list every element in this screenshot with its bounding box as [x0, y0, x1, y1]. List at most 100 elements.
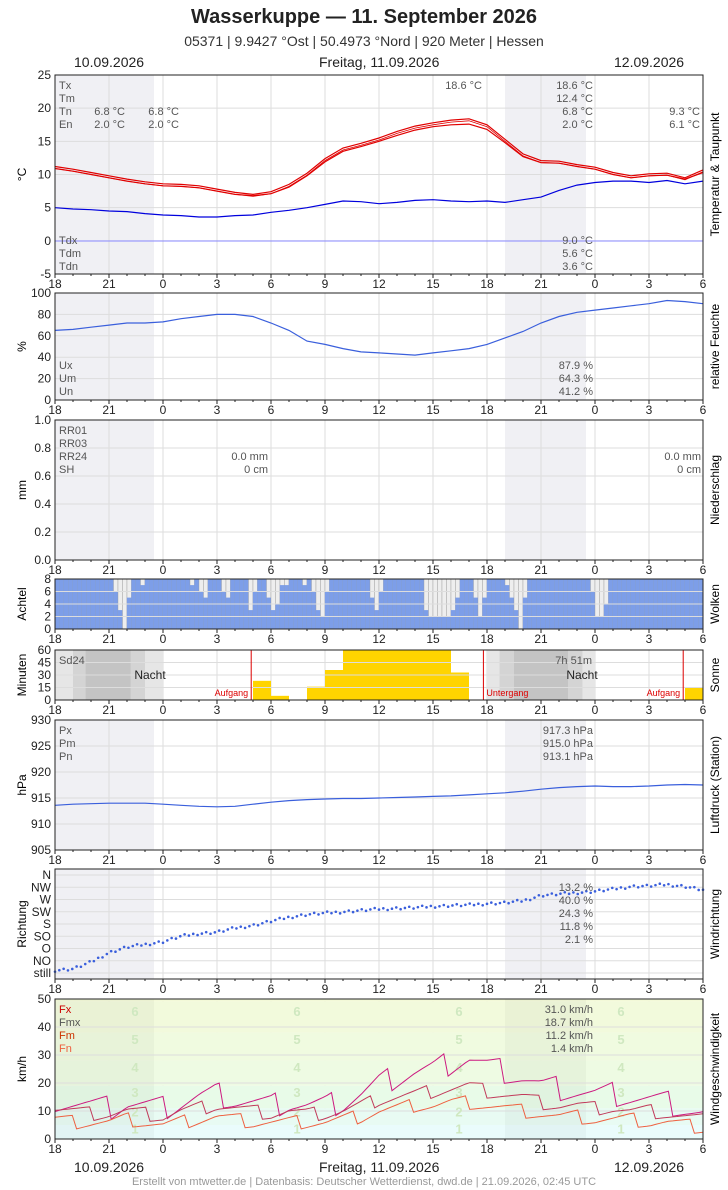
- sun-xtick-label: 3: [214, 703, 221, 717]
- winddir-point: [524, 898, 528, 901]
- sun-bar: [307, 686, 325, 700]
- clouds-bar: [477, 616, 483, 630]
- humidity-ytick-label: 0: [44, 393, 51, 407]
- clouds-bar: [374, 610, 380, 630]
- winddir-point: [667, 882, 670, 886]
- winddir-point: [191, 932, 195, 936]
- winddir-point: [502, 900, 506, 904]
- temp-annotation: 9.3 °C: [669, 106, 700, 118]
- wind-side-label: Windgeschwindigkeit: [708, 1012, 722, 1125]
- winddir-point: [166, 939, 169, 942]
- winddir-point: [623, 887, 627, 890]
- winddir-point: [585, 889, 588, 893]
- winddir-point: [420, 904, 424, 908]
- clouds-bar: [473, 597, 479, 630]
- clouds-bar: [311, 591, 317, 630]
- temp-annotation: 2.0 °C: [94, 119, 125, 131]
- station-info: 05371 | 9.9427 °Ost | 50.4973 °Nord | 92…: [184, 33, 544, 49]
- wind-beaufort-label: 6: [293, 1004, 300, 1019]
- clouds-bar: [594, 616, 600, 630]
- winddir-point: [105, 952, 109, 956]
- wind-beaufort-band: [55, 1060, 703, 1086]
- wind-value: 18.7 km/h: [545, 1017, 593, 1029]
- winddir-point: [671, 885, 675, 888]
- winddir-point: [261, 921, 264, 925]
- winddir-side-label: Windrichtung: [708, 889, 722, 959]
- wind-beaufort-label: 3: [455, 1085, 462, 1100]
- winddir-point: [528, 898, 532, 902]
- humidity-side-label: relative Feuchte: [708, 303, 722, 389]
- wind-ytick-label: 0: [44, 1132, 51, 1146]
- clouds-bar: [320, 616, 326, 630]
- winddir-xtick-label: 3: [214, 982, 221, 996]
- pressure-ytick-label: 925: [31, 739, 51, 753]
- precip-ytick-label: 0.4: [34, 497, 51, 511]
- footer-credits: Erstellt von mtwetter.de | Datenbasis: D…: [131, 1176, 597, 1188]
- temp-series-tn: [54, 120, 704, 197]
- winddir-point: [515, 898, 519, 902]
- winddir-point: [330, 911, 333, 915]
- clouds-bar: [423, 610, 429, 630]
- sun-ytick-label: 45: [38, 656, 52, 670]
- temp-ytick-label: 5: [44, 201, 51, 215]
- temp-series-td: [54, 179, 704, 218]
- winddir-point: [390, 907, 394, 911]
- winddir-point: [209, 932, 212, 936]
- clouds-bar: [270, 610, 276, 630]
- winddir-point: [122, 945, 126, 949]
- winddir-point: [334, 910, 338, 914]
- clouds-bar: [117, 610, 123, 630]
- date-center-top: Freitag, 11.09.2026: [319, 54, 440, 70]
- winddir-point: [213, 931, 217, 934]
- wind-beaufort-band: [55, 999, 703, 1002]
- clouds-bar: [513, 610, 519, 630]
- wind-ylabel: km/h: [15, 1056, 29, 1082]
- winddir-xtick-label: 21: [534, 982, 548, 996]
- precip-xtick-label: 3: [646, 563, 653, 577]
- winddir-point: [325, 910, 329, 913]
- pressure-ytick-label: 915: [31, 791, 51, 805]
- wind-xtick-label: 21: [534, 1142, 548, 1156]
- winddir-point: [442, 903, 446, 907]
- wind-legend-label: Fmx: [59, 1017, 81, 1029]
- precip-legend-label: RR01: [59, 425, 87, 437]
- clouds-bar: [590, 591, 596, 630]
- wind-ytick-label: 10: [38, 1104, 52, 1118]
- winddir-xtick-label: 15: [426, 982, 440, 996]
- clouds-bar: [378, 591, 384, 630]
- winddir-point: [464, 903, 467, 907]
- winddir-point: [546, 893, 549, 897]
- winddir-point: [572, 891, 575, 894]
- pressure-xtick-label: 15: [426, 853, 440, 867]
- winddir-xtick-label: 0: [160, 982, 167, 996]
- clouds-xtick-label: 9: [322, 632, 329, 646]
- winddir-xtick-label: 6: [700, 982, 707, 996]
- winddir-point: [693, 885, 696, 889]
- winddir-point: [256, 924, 260, 927]
- date-left-bottom: 10.09.2026: [74, 1159, 145, 1175]
- clouds-ytick-label: 2: [44, 610, 51, 624]
- pressure-xtick-label: 21: [102, 853, 116, 867]
- winddir-xtick-label: 6: [268, 982, 275, 996]
- winddir-point: [433, 906, 437, 909]
- winddir-share: 13.2 %: [559, 882, 593, 894]
- winddir-point: [312, 911, 316, 915]
- sun-ylabel: Minuten: [15, 654, 29, 697]
- winddir-category-label: O: [42, 942, 51, 956]
- clouds-bar: [369, 597, 375, 630]
- winddir-point: [226, 928, 230, 931]
- wind-beaufort-band: [55, 1125, 703, 1139]
- sun-xtick-label: 12: [372, 703, 386, 717]
- winddir-point: [429, 904, 433, 908]
- winddir-point: [589, 891, 592, 895]
- pressure-ylabel: hPa: [15, 774, 29, 796]
- winddir-point: [459, 904, 463, 908]
- winddir-point: [356, 909, 359, 912]
- winddir-point: [373, 906, 376, 910]
- sun-xtick-label: 6: [268, 703, 275, 717]
- temp-xtick-label: 18: [48, 277, 62, 291]
- sun-xtick-label: 0: [160, 703, 167, 717]
- winddir-point: [235, 927, 238, 930]
- precip-xtick-label: 6: [700, 563, 707, 577]
